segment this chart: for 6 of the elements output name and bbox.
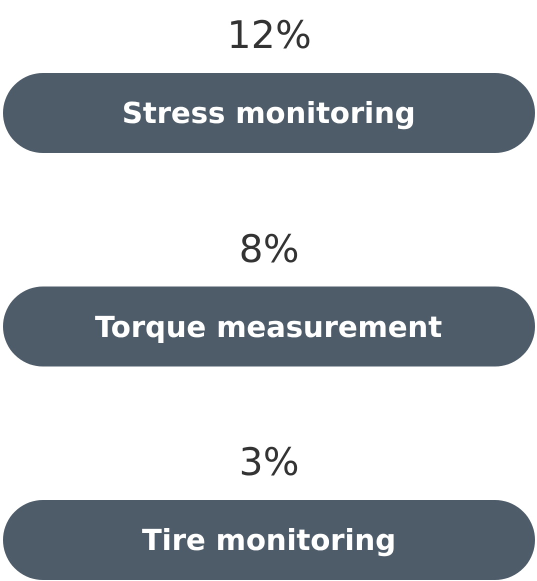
category-label: Torque measurement (95, 310, 442, 344)
data-label: 8% (239, 227, 300, 271)
category-label: Tire monitoring (142, 523, 396, 557)
data-label: 3% (239, 440, 300, 484)
category-label: Stress monitoring (122, 96, 416, 130)
data-label: 12% (227, 13, 312, 57)
